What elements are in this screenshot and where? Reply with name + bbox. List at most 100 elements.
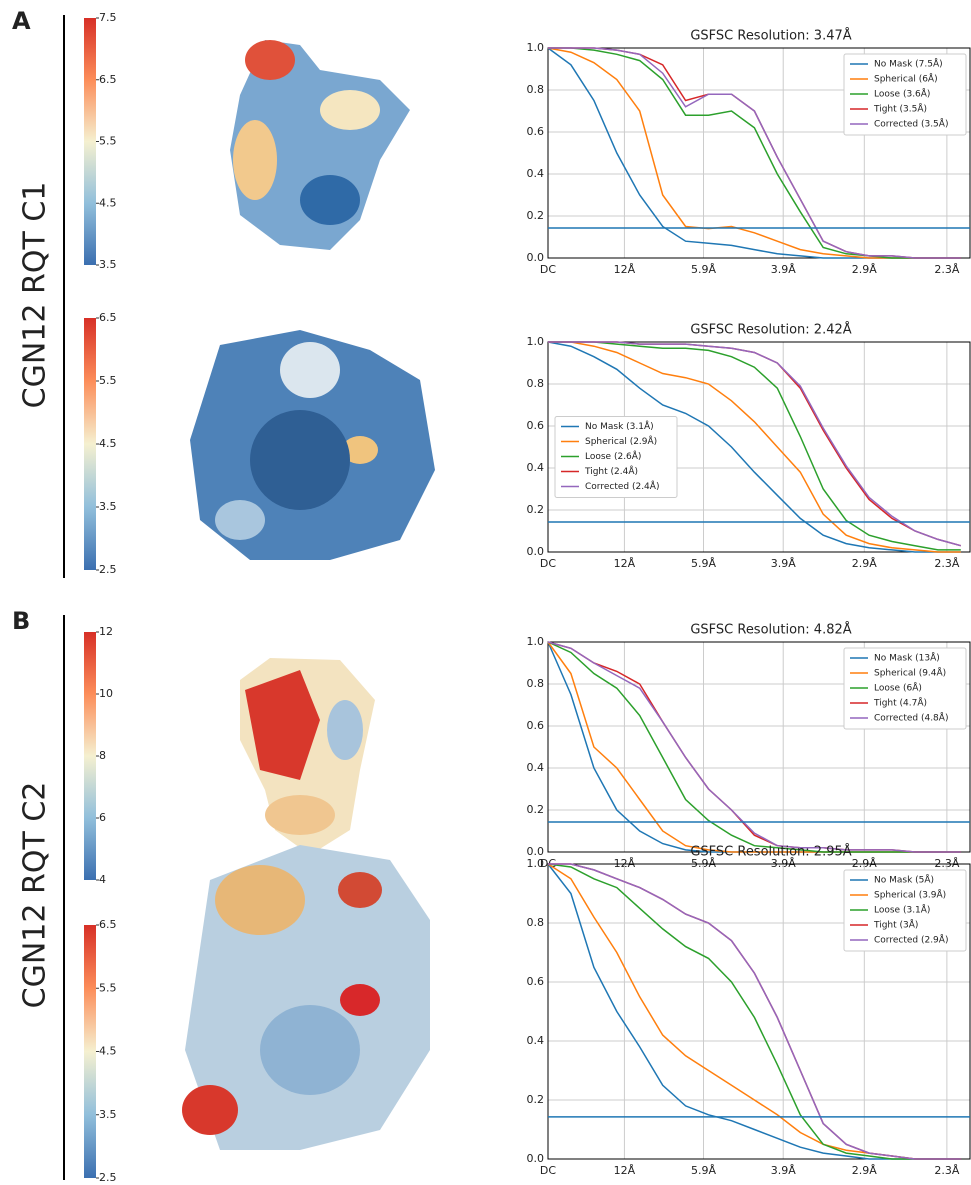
colorbar-tick-label: 7.5 [99,11,117,24]
x-tick-label: 5.9Å [691,557,716,570]
y-tick-label: 0.2 [527,209,545,222]
colorbar [84,925,96,1178]
panel-title: CGN12 RQT C1 [18,182,53,409]
legend-label: Tight (2.4Å) [584,465,638,477]
colorbar-tick-label: 5.5 [99,135,117,148]
plot-frame [547,341,971,553]
y-tick-label: 0.8 [527,916,545,929]
colorbar-tick-label: 2.5 [99,1171,117,1184]
x-tick-label: 3.9Å [771,1164,796,1177]
x-tick-label: 3.9Å [771,557,796,570]
colorbar-tick-label: 4 [99,873,106,886]
map-c2-a [240,658,375,855]
chart-title: GSFSC Resolution: 3.47Å [690,28,851,44]
fsc-curve [547,641,961,853]
legend-label: Corrected (2.9Å) [874,934,948,946]
x-tick-label: 2.9Å [852,263,877,276]
y-tick-label: 1.0 [527,635,545,648]
x-tick-label: 12Å [614,263,636,276]
legend-label: Corrected (4.8Å) [874,712,948,724]
y-tick-label: 0.6 [527,719,545,732]
colorbar-tick-label: 3.5 [99,1108,117,1121]
y-tick-label: 0.4 [527,1034,545,1047]
y-tick-label: 0.0 [527,545,545,558]
colorbar [84,18,96,265]
colorbar-tick-label: 4.5 [99,437,117,450]
x-tick-label: 2.9Å [852,1164,877,1177]
colorbar [84,318,96,570]
y-tick-label: 0.6 [527,419,545,432]
y-tick-label: 0.4 [527,167,545,180]
y-tick-label: 0.6 [527,125,545,138]
y-tick-label: 0.0 [527,251,545,264]
legend-label: Loose (2.6Å) [585,450,641,462]
legend-label: Spherical (2.9Å) [585,435,657,447]
legend-label: Tight (4.7Å) [873,697,927,709]
chart-title: GSFSC Resolution: 2.42Å [690,322,851,338]
colorbar-tick-label: 6 [99,811,106,824]
fsc-curve [548,863,961,1160]
legend-label: Tight (3Å) [873,919,918,931]
y-tick-label: 0.6 [527,975,545,988]
legend-label: Loose (3.1Å) [874,904,930,916]
x-tick-label: 3.9Å [771,263,796,276]
colorbar-tick-label: 3.5 [99,500,117,513]
chart-title: GSFSC Resolution: 2.95Å [690,844,851,860]
fsc-curve [548,341,961,553]
legend-label: Loose (6Å) [874,682,922,694]
plot-frame [547,47,971,259]
plot-frame [547,863,971,1160]
legend-label: No Mask (3.1Å) [585,420,654,432]
legend-label: No Mask (13Å) [874,652,940,664]
colorbar-tick-label: 8 [99,749,106,762]
x-tick-label: 2.9Å [852,557,877,570]
panel-label: B [12,607,30,635]
x-tick-label: 2.3Å [934,1164,959,1177]
y-tick-label: 0.4 [527,761,545,774]
fsc-curve [548,47,961,259]
legend [554,416,678,498]
x-tick-label: 5.9Å [691,263,716,276]
x-tick-label: 12Å [614,1164,636,1177]
density-maps [182,40,435,1150]
y-tick-label: 1.0 [527,335,545,348]
x-tick-label: DC [540,557,556,570]
legend-label: Spherical (6Å) [874,73,938,85]
fsc-curve [547,641,961,853]
legend-label: Loose (3.6Å) [874,88,930,100]
y-tick-label: 1.0 [527,857,545,870]
legend [843,869,967,952]
fsc-curve [548,47,961,259]
x-tick-label: 2.3Å [934,263,959,276]
x-tick-label: DC [540,263,556,276]
colorbar-tick-label: 2.5 [99,563,117,576]
colorbar-tick-label: 6.5 [99,73,117,86]
y-tick-label: 0.2 [527,803,545,816]
colorbar-tick-label: 6.5 [99,311,117,324]
colorbar-tick-label: 4.5 [99,1045,117,1058]
legend-label: Tight (3.5Å) [873,103,927,115]
y-tick-label: 0.8 [527,377,545,390]
fsc-curve [547,863,961,1160]
colorbar-tick-label: 10 [99,687,113,700]
legend-label: No Mask (7.5Å) [874,58,943,70]
colorbar-tick-label: 12 [99,625,113,638]
fsc-curve [548,341,961,551]
legend-label: Corrected (3.5Å) [874,118,948,130]
y-tick-label: 0.4 [527,461,545,474]
fsc-curve [548,341,961,547]
x-tick-label: 5.9Å [691,1164,716,1177]
y-tick-label: 0.0 [527,1152,545,1165]
colorbar [84,632,96,880]
legend [843,647,967,730]
map-c1-a [230,40,410,250]
x-tick-label: 2.3Å [934,557,959,570]
legend-label: Spherical (9.4Å) [874,667,946,679]
colorbar-tick-label: 5.5 [99,981,117,994]
panel-title: CGN12 RQT C2 [18,782,53,1009]
colorbar-tick-label: 6.5 [99,918,117,931]
colorbar-tick-label: 3.5 [99,258,117,271]
legend-label: Spherical (3.9Å) [874,889,946,901]
y-tick-label: 0.0 [527,845,545,858]
